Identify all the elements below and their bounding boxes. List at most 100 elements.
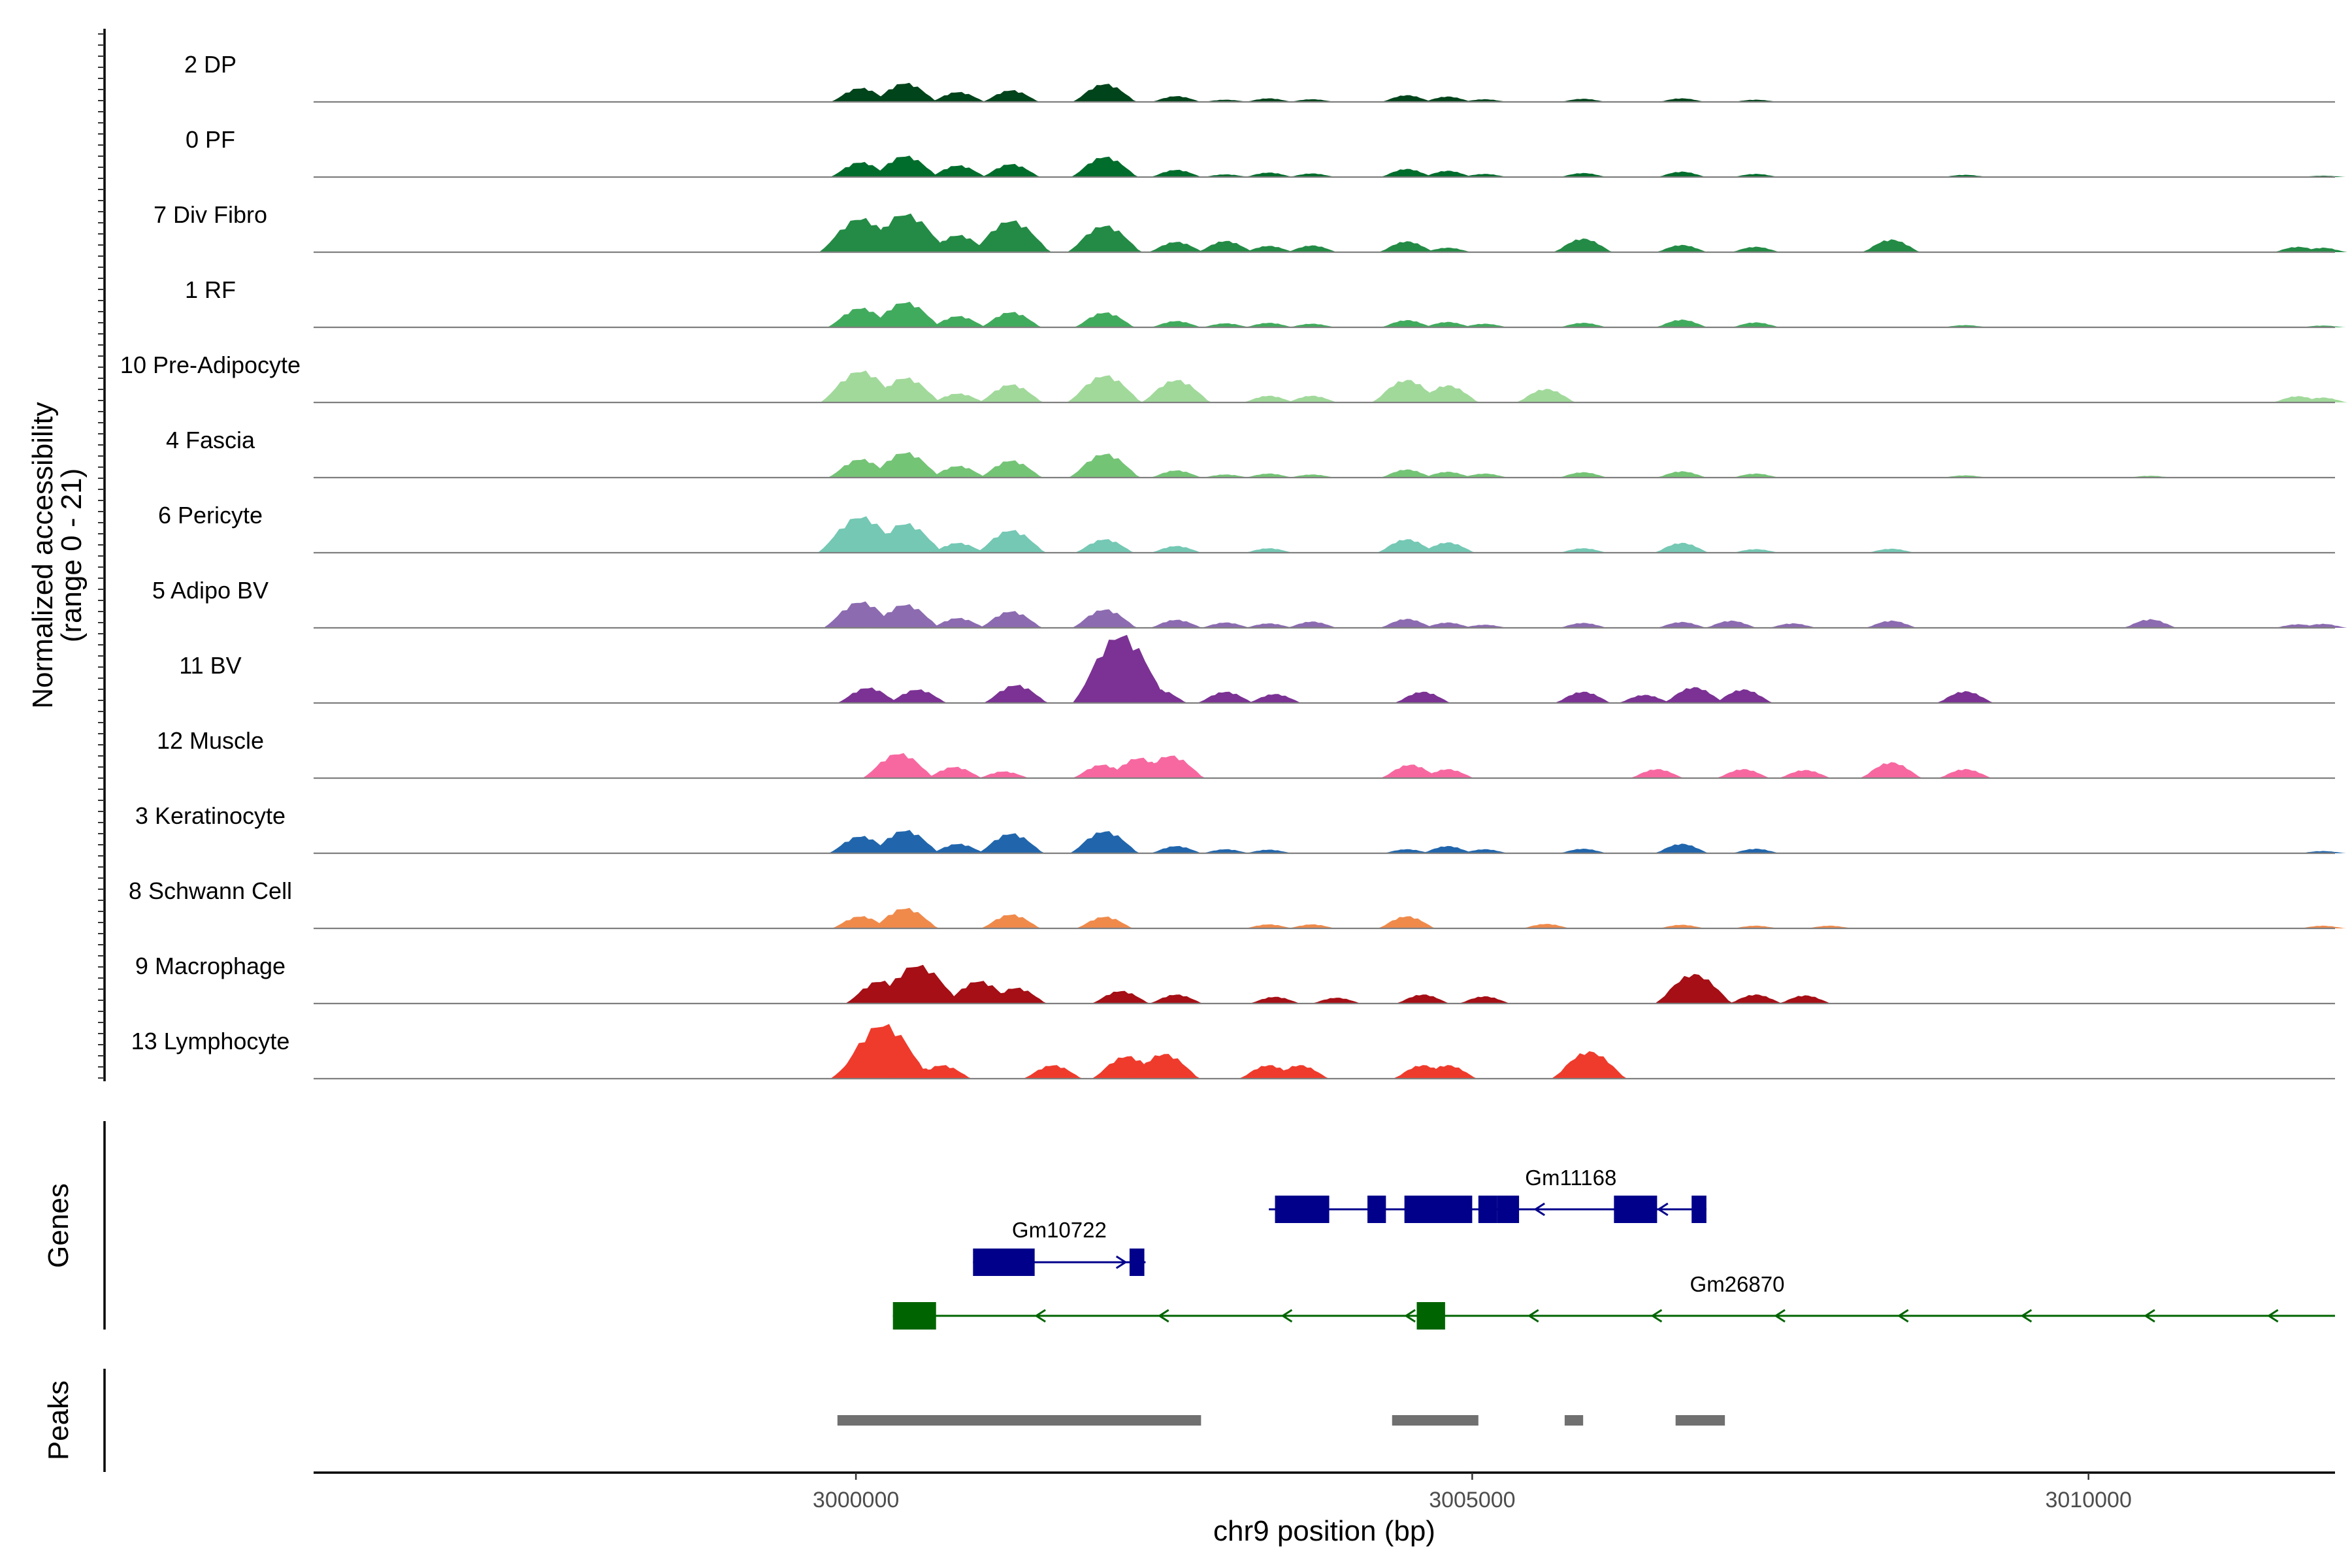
coverage-peak — [1865, 620, 1918, 628]
coverage-track: 13 Lymphocyte — [131, 1024, 2335, 1080]
peak-region — [1564, 1415, 1584, 1426]
peaks-panel: Peaks — [42, 1369, 1725, 1472]
track-label: 8 Schwann Cell — [129, 877, 292, 904]
strand-arrow — [1533, 1202, 1545, 1217]
coverage-peak — [1422, 248, 1473, 252]
coverage-peak — [1559, 99, 1607, 102]
coverage-track: 8 Schwann Cell — [129, 877, 2347, 930]
gene-label: Gm10722 — [1012, 1218, 1107, 1242]
coverage-peak — [1378, 241, 1435, 252]
coverage-peak — [978, 384, 1044, 402]
coverage-peak — [1655, 319, 1708, 327]
coverage-peak — [1460, 625, 1509, 628]
coverage-peak — [1618, 694, 1672, 703]
coverage-peak — [1128, 689, 1188, 703]
genes-panel-label: Genes — [42, 1183, 74, 1268]
coverage-peak — [1269, 1065, 1330, 1079]
coverage-peak — [1200, 622, 1251, 628]
strand-arrow — [1157, 1309, 1169, 1323]
coverage-peak — [1149, 619, 1203, 628]
coverage-peak — [1141, 380, 1212, 402]
coverage-track: 0 PF — [186, 126, 2346, 178]
coverage-peak — [979, 460, 1043, 478]
coverage-peak — [1287, 924, 1337, 928]
coverage-peak — [862, 753, 936, 778]
coverage-track: 9 Macrophage — [135, 953, 2335, 1005]
gene-exon — [1614, 1196, 1658, 1223]
x-axis-title: chr9 position (bp) — [1213, 1515, 1435, 1547]
gene-exon — [1497, 1196, 1520, 1223]
track-label: 13 Lymphocyte — [131, 1028, 290, 1054]
coverage-peak — [1629, 769, 1685, 778]
coverage-peak — [985, 987, 1048, 1004]
coverage-peak — [1247, 694, 1303, 703]
gene-model: Gm10722 — [973, 1218, 1146, 1276]
coverage-peak — [1150, 845, 1203, 853]
coverage-peak — [870, 155, 940, 177]
coverage-peak — [1730, 322, 1781, 327]
coverage-peak — [1778, 995, 1832, 1004]
coverage-peak — [869, 604, 941, 628]
gene-exon — [1404, 1196, 1473, 1223]
coverage-peak — [2123, 619, 2178, 628]
coverage-peak — [1558, 548, 1609, 553]
coverage-peak — [1859, 762, 1923, 778]
coverage-peak — [887, 689, 948, 703]
coverage-peak — [1419, 542, 1476, 553]
gene-exon — [1691, 1196, 1707, 1223]
coverage-peak — [868, 377, 942, 402]
track-label: 9 Macrophage — [135, 953, 286, 979]
coverage-peak — [979, 611, 1043, 628]
gene-exon — [1129, 1249, 1145, 1276]
coverage-track: 7 Div Fibro — [154, 201, 2348, 253]
coverage-peak — [1656, 471, 1708, 478]
coverage-peak — [1705, 620, 1757, 628]
coverage-peak — [1091, 990, 1151, 1004]
coverage-peak — [1071, 156, 1139, 177]
coverage-peak — [1655, 973, 1733, 1004]
gene-exon — [1275, 1196, 1330, 1223]
coverage-peak — [1460, 174, 1509, 177]
coverage-peak — [981, 914, 1042, 928]
accessibility-y-axis: Normalized accessibility (range 0 - 21) — [27, 29, 106, 1081]
strand-arrow — [1034, 1309, 1046, 1323]
coverage-peak — [929, 465, 988, 478]
coverage-peak — [1380, 95, 1433, 102]
coverage-peak — [1075, 916, 1134, 928]
coverage-peak — [1069, 453, 1141, 478]
coverage-peak — [1244, 98, 1294, 102]
coverage-peak — [1311, 998, 1363, 1004]
coverage-peak — [930, 617, 987, 628]
coverage-peak — [1244, 924, 1294, 928]
coverage-peak — [1201, 474, 1250, 478]
coverage-peak — [830, 88, 891, 102]
coverage-peak — [872, 82, 939, 102]
coverage-peak — [930, 843, 987, 853]
coverage-track: 6 Pericyte — [158, 502, 2335, 554]
coverage-peak — [868, 451, 942, 478]
coverage-peak — [983, 685, 1049, 703]
coverage-peak — [1394, 691, 1452, 703]
gene-exon — [1367, 1196, 1386, 1223]
track-label: 12 Muscle — [157, 727, 264, 754]
coverage-peak — [1730, 246, 1782, 252]
coverage-peak — [1149, 994, 1204, 1004]
peak-region — [1392, 1415, 1478, 1426]
coverage-peak — [1243, 246, 1295, 252]
coverage-peak — [977, 833, 1045, 853]
coverage-peak — [1558, 849, 1609, 853]
coverage-peak — [1243, 395, 1296, 402]
coverage-peak — [1731, 848, 1781, 853]
coverage-peak — [1070, 831, 1140, 853]
coverage-peak — [977, 771, 1030, 778]
coverage-track: 5 Adipo BV — [152, 577, 2347, 629]
coverage-peak — [926, 766, 983, 778]
peak-region — [837, 1415, 1201, 1426]
coverage-peak — [1288, 474, 1336, 478]
coverage-peak — [830, 161, 892, 177]
coverage-peak — [1150, 546, 1203, 553]
coverage-peak — [1654, 843, 1710, 853]
coverage-peak — [1150, 169, 1203, 177]
coverage-peak — [1713, 689, 1774, 703]
